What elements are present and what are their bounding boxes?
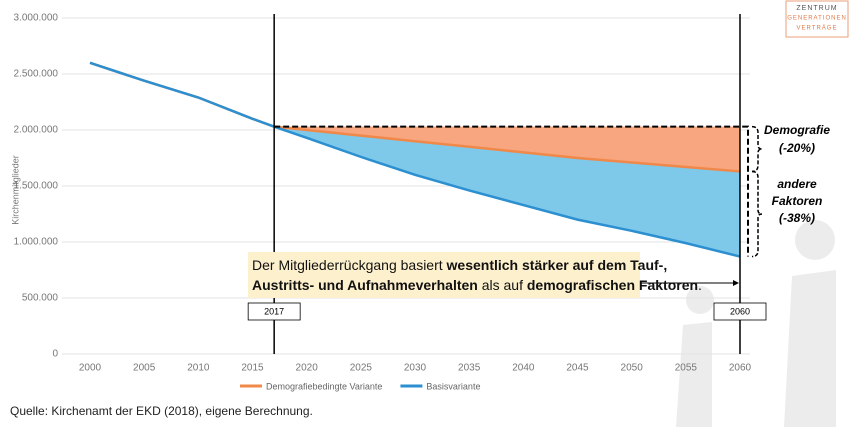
background-icon: [676, 220, 836, 427]
annotation: Demografie: [764, 123, 830, 137]
x-tick-label: 2010: [187, 363, 210, 374]
dashed-outline: [274, 125, 749, 257]
x-tick-label: 2020: [296, 363, 319, 374]
legend-label: Demografiebedingte Variante: [266, 381, 382, 391]
annotation: andere: [777, 177, 817, 191]
note-arrowhead: [733, 280, 739, 286]
annotation: Faktoren: [772, 194, 823, 208]
x-tick-label: 2045: [566, 363, 589, 374]
note-segment: .: [698, 277, 702, 293]
area-andere: [274, 126, 740, 257]
note-segment: als auf: [478, 277, 527, 293]
annotation: (-38%): [779, 211, 815, 225]
y-tick-label: 2.000.000: [14, 125, 59, 136]
y-axis-label: Kirchenmitglieder: [10, 155, 20, 225]
x-tick-label: 2060: [729, 363, 752, 374]
marker-box: [247, 302, 301, 321]
annotation: (-20%): [779, 141, 815, 155]
y-tick-label: 1.000.000: [14, 237, 59, 248]
source: Quelle: Kirchenamt der EKD (2018), eigen…: [10, 404, 313, 418]
y-tick-label: 3.000.000: [14, 13, 59, 24]
line-series: [89, 61, 741, 258]
x-tick-label: 2025: [350, 363, 373, 374]
marker-label: 2017: [264, 306, 284, 316]
note-segment: Austritts- und Aufnahmeverhalten: [252, 277, 478, 293]
x-tick-label: 2040: [512, 363, 535, 374]
note-segment: Der Mitgliederrückgang basiert: [252, 257, 447, 273]
legend-label: Basisvariante: [426, 381, 480, 391]
note-text: Der Mitgliederrückgang basiert wesentlic…: [252, 257, 667, 273]
x-tick-label: 2050: [621, 363, 644, 374]
brace: [751, 125, 763, 173]
note-segment: wesentlich stärker auf dem Tauf-,: [446, 257, 668, 273]
x-tick-label: 2055: [675, 363, 698, 374]
logo-text: VERTRÄGE: [797, 25, 838, 32]
x-tick-label: 2035: [458, 363, 481, 374]
note-segment: demografischen Faktoren: [527, 277, 698, 293]
logo-text: GENERATIONEN: [787, 16, 847, 22]
note-text: Austritts- und Aufnahmeverhalten als auf…: [252, 277, 702, 293]
y-tick-label: 1.500.000: [14, 181, 59, 192]
y-tick-label: 2.500.000: [14, 69, 59, 80]
y-tick-label: 500.000: [22, 293, 59, 304]
note-box: [248, 252, 640, 298]
brace: [751, 170, 763, 258]
logo-text: ZENTRUM: [796, 5, 837, 12]
x-tick-label: 2005: [133, 363, 156, 374]
x-tick-label: 2030: [404, 363, 427, 374]
x-tick-label: 2015: [241, 363, 264, 374]
marker-box: [713, 302, 767, 321]
y-tick-label: 0: [52, 349, 58, 360]
logo: [785, 0, 849, 38]
marker-label: 2060: [730, 306, 750, 316]
x-tick-label: 2000: [79, 363, 102, 374]
